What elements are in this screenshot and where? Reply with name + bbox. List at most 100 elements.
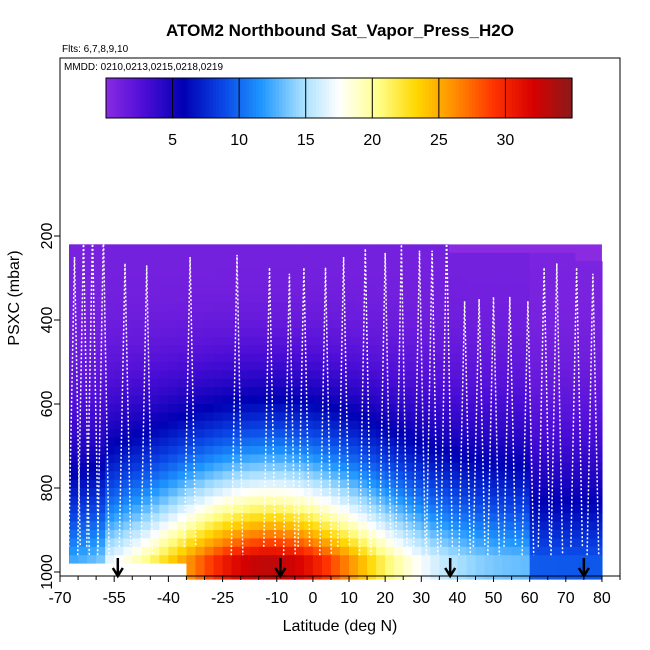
colorbar-swatch — [106, 78, 110, 118]
heatmap-cell — [141, 504, 151, 514]
heatmap-cell — [150, 303, 160, 313]
heatmap-cell — [412, 311, 422, 321]
heatmap-cell — [177, 345, 188, 355]
heatmap-cell — [276, 378, 287, 388]
heatmap-cell — [385, 370, 395, 380]
heatmap-cell — [321, 303, 332, 313]
heatmap-cell — [303, 261, 314, 271]
heatmap-cell — [249, 563, 260, 580]
colorbar-swatch — [495, 78, 500, 118]
heatmap-cell — [385, 420, 395, 430]
heatmap-cell — [276, 546, 287, 556]
heatmap-cell — [195, 521, 206, 531]
heatmap-cell — [376, 336, 386, 346]
heatmap-cell — [168, 303, 179, 313]
heatmap-cell — [358, 378, 368, 388]
heatmap-cell — [511, 496, 522, 506]
heatmap-cell — [466, 530, 477, 539]
heatmap-cell — [421, 261, 431, 271]
heatmap-cell — [285, 479, 296, 489]
heatmap-cell — [358, 488, 368, 497]
heatmap-cell — [592, 446, 603, 455]
heatmap-cell — [240, 462, 251, 472]
heatmap-cell — [267, 252, 278, 262]
heatmap-cell — [475, 563, 486, 580]
heatmap-cell — [105, 345, 115, 355]
heatmap-cell — [285, 446, 296, 455]
heatmap-cell — [439, 420, 449, 430]
heatmap-cell — [186, 252, 197, 262]
heatmap-cell — [412, 244, 422, 254]
heatmap-cell — [87, 530, 97, 539]
heatmap-cell — [195, 479, 206, 489]
heatmap-cell — [511, 311, 522, 321]
heatmap-cell — [267, 546, 278, 556]
heatmap-cell — [340, 278, 350, 287]
heatmap-cell — [87, 378, 97, 388]
heatmap-cell — [69, 446, 79, 455]
heatmap-cell — [177, 362, 188, 371]
heatmap-cell — [412, 252, 422, 262]
heatmap-cell — [330, 328, 341, 338]
colorbar-swatch — [339, 78, 343, 118]
heatmap-cell — [403, 462, 413, 472]
heatmap-cell — [430, 261, 440, 271]
heatmap-cell — [457, 286, 468, 296]
heatmap-cell — [466, 420, 477, 430]
heatmap-cell — [213, 387, 224, 397]
heatmap-cell — [502, 261, 513, 271]
colorbar-swatch — [182, 78, 187, 118]
heatmap-cell — [267, 479, 278, 489]
heatmap-cell — [394, 244, 404, 254]
heatmap-cell — [258, 504, 269, 514]
heatmap-cell — [285, 530, 296, 539]
heatmap-cell — [240, 521, 251, 531]
heatmap-cell — [394, 387, 404, 397]
heatmap-cell — [276, 404, 287, 413]
heatmap-cell — [466, 261, 477, 271]
heatmap-cell — [565, 496, 576, 506]
heatmap-cell — [186, 496, 197, 506]
heatmap-cell — [529, 395, 540, 405]
colorbar-swatch — [335, 78, 340, 118]
heatmap-cell — [249, 446, 260, 455]
heatmap-cell — [583, 479, 594, 489]
heatmap-cell — [114, 261, 124, 271]
heatmap-cell — [439, 303, 449, 313]
heatmap-cell — [565, 345, 576, 355]
heatmap-cell — [394, 303, 404, 313]
heatmap-cell — [574, 320, 585, 329]
heatmap-cell — [267, 530, 278, 539]
heatmap-cell — [556, 538, 567, 548]
heatmap-cell — [403, 538, 413, 548]
heatmap-cell — [231, 479, 242, 489]
colorbar-swatch — [532, 78, 536, 118]
heatmap-cell — [276, 530, 287, 539]
heatmap-cell — [511, 563, 522, 580]
heatmap-cell — [511, 429, 522, 439]
heatmap-cell — [475, 269, 486, 279]
heatmap-cell — [285, 303, 296, 313]
heatmap-cell — [249, 278, 260, 287]
heatmap-cell — [267, 454, 278, 464]
heatmap-cell — [123, 362, 133, 371]
heatmap-cell — [231, 387, 242, 397]
heatmap-cell — [240, 429, 251, 439]
heatmap-cell — [132, 362, 142, 371]
heatmap-cell — [466, 328, 477, 338]
heatmap-cell — [213, 252, 224, 262]
heatmap-cell — [294, 420, 305, 430]
heatmap-cell — [367, 496, 377, 506]
heatmap-cell — [330, 420, 341, 430]
heatmap-cell — [367, 395, 377, 405]
heatmap-cell — [105, 546, 115, 556]
heatmap-cell — [231, 504, 242, 514]
heatmap-cell — [592, 395, 603, 405]
heatmap-cell — [412, 530, 422, 539]
heatmap-cell — [556, 404, 567, 413]
heatmap-cell — [340, 412, 350, 422]
heatmap-cell — [87, 555, 97, 565]
heatmap-cell — [358, 303, 368, 313]
heatmap-cell — [412, 420, 422, 430]
heatmap-cell — [87, 471, 97, 481]
